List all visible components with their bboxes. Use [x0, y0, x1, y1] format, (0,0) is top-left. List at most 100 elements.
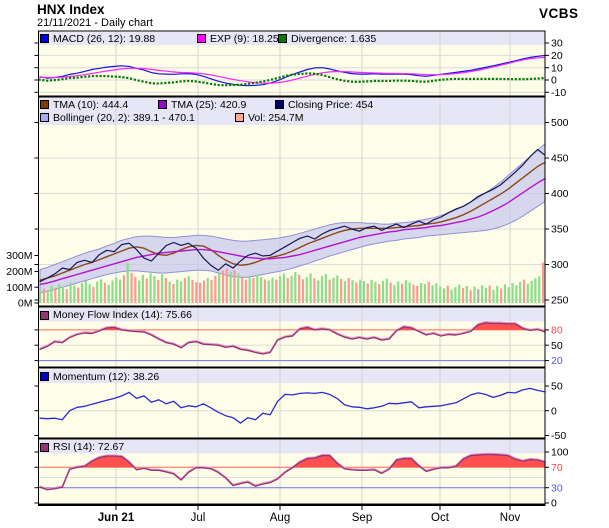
divergence-dot	[145, 81, 148, 84]
legend-color-swatch	[235, 113, 244, 122]
divergence-dot	[126, 76, 129, 79]
legend-color-swatch	[40, 442, 49, 452]
volume-bar	[294, 272, 297, 303]
volume-bar	[541, 262, 545, 303]
legend-label: Money Flow Index (14): 75.66	[53, 309, 192, 321]
x-axis-month-label: Jul	[191, 512, 206, 524]
volume-bar	[431, 285, 434, 303]
volume-bar	[389, 282, 392, 303]
volume-bar	[153, 276, 156, 303]
divergence-dot	[469, 77, 472, 81]
volume-axis-label: 200M	[6, 266, 32, 278]
volume-bar	[332, 277, 335, 303]
volume-bar	[305, 277, 308, 303]
divergence-dot	[80, 76, 83, 79]
volume-bar	[538, 276, 541, 303]
volume-bar	[339, 278, 343, 303]
main-panel-background	[38, 97, 545, 306]
volume-bar	[187, 276, 190, 303]
volume-bar	[172, 284, 175, 303]
volume-bar	[343, 281, 346, 303]
divergence-dot	[503, 77, 506, 81]
rsi-legend: RSI (14): 72.67	[39, 441, 544, 454]
legend-label: Momentum (12): 38.26	[53, 370, 160, 383]
volume-bar	[492, 289, 495, 303]
divergence-dot	[434, 79, 437, 82]
y-axis-label: 80	[551, 325, 563, 337]
volume-bar	[279, 276, 282, 303]
volume-bar	[500, 288, 503, 303]
brand-logo: VCBS	[539, 6, 579, 21]
divergence-dot	[301, 72, 304, 75]
macd-legend-strip-bg	[38, 32, 545, 45]
volume-bar	[450, 289, 453, 303]
legend-label: Closing Price: 454	[288, 98, 374, 111]
volume-bar	[519, 281, 522, 303]
volume-bar	[458, 284, 461, 303]
divergence-dot	[362, 80, 365, 83]
volume-bar	[408, 282, 411, 303]
volume-bar	[351, 280, 354, 303]
divergence-dot	[522, 78, 525, 81]
divergence-dot	[316, 73, 319, 76]
divergence-dot	[324, 74, 327, 77]
volume-bar	[381, 280, 385, 303]
series-line-macd	[39, 54, 546, 87]
y-axis-label: 50	[551, 340, 563, 352]
divergence-dot	[255, 81, 258, 84]
volume-bar	[366, 283, 369, 303]
divergence-dot	[221, 84, 224, 87]
divergence-dot	[141, 80, 144, 83]
legend-item: TMA (25): 420.9	[158, 98, 246, 111]
divergence-dot	[190, 80, 194, 83]
volume-bar	[240, 277, 244, 303]
divergence-dot	[57, 78, 60, 81]
panel-divider	[38, 437, 546, 440]
volume-bar	[69, 282, 72, 303]
volume-bar	[176, 279, 179, 303]
main-legend-row1: TMA (10): 444.4 TMA (25): 420.9 Closing Pr…	[39, 98, 544, 111]
divergence-dot	[91, 75, 95, 78]
series-line-mfi	[39, 322, 546, 355]
divergence-dot	[472, 77, 476, 80]
divergence-dot	[423, 80, 426, 83]
divergence-dot	[339, 78, 342, 82]
volume-bar	[374, 282, 377, 303]
divergence-dot	[53, 79, 56, 82]
main-legend-row2: Bollinger (20, 2): 389.1 - 470.1 Vol: 254…	[39, 111, 544, 124]
divergence-dot	[537, 77, 540, 80]
divergence-dot	[107, 75, 110, 78]
volume-bar	[309, 273, 312, 303]
volume-bar	[244, 279, 247, 303]
series-line-exp	[39, 56, 546, 84]
divergence-dot	[160, 82, 163, 85]
divergence-dot	[137, 79, 140, 82]
volume-bar	[484, 287, 487, 303]
volume-bar	[359, 279, 362, 303]
divergence-dot	[248, 82, 251, 85]
volume-bar	[46, 290, 49, 303]
divergence-dot	[282, 75, 285, 78]
series-highlight-rsi	[39, 452, 546, 490]
volume-bar	[355, 282, 358, 303]
divergence-dot	[84, 75, 87, 78]
legend-label: Bollinger (20, 2): 389.1 - 470.1	[53, 111, 195, 124]
divergence-dot	[427, 80, 430, 83]
divergence-dot	[320, 73, 323, 76]
volume-bar	[439, 286, 442, 303]
legend-color-swatch	[40, 100, 49, 109]
volume-bar	[42, 288, 46, 303]
y-axis-label: 0	[551, 405, 557, 417]
y-axis-label: 100	[551, 447, 569, 459]
volume-bar	[259, 277, 263, 303]
divergence-dot	[510, 78, 514, 81]
legend-label: Divergence: 1.635	[291, 32, 377, 45]
divergence-dot	[240, 83, 243, 86]
volume-bar	[183, 278, 186, 303]
legend-color-swatch	[158, 100, 167, 109]
volume-bar	[271, 277, 274, 303]
volume-bar	[202, 280, 206, 303]
volume-bar	[534, 278, 537, 303]
divergence-dot	[453, 77, 456, 80]
